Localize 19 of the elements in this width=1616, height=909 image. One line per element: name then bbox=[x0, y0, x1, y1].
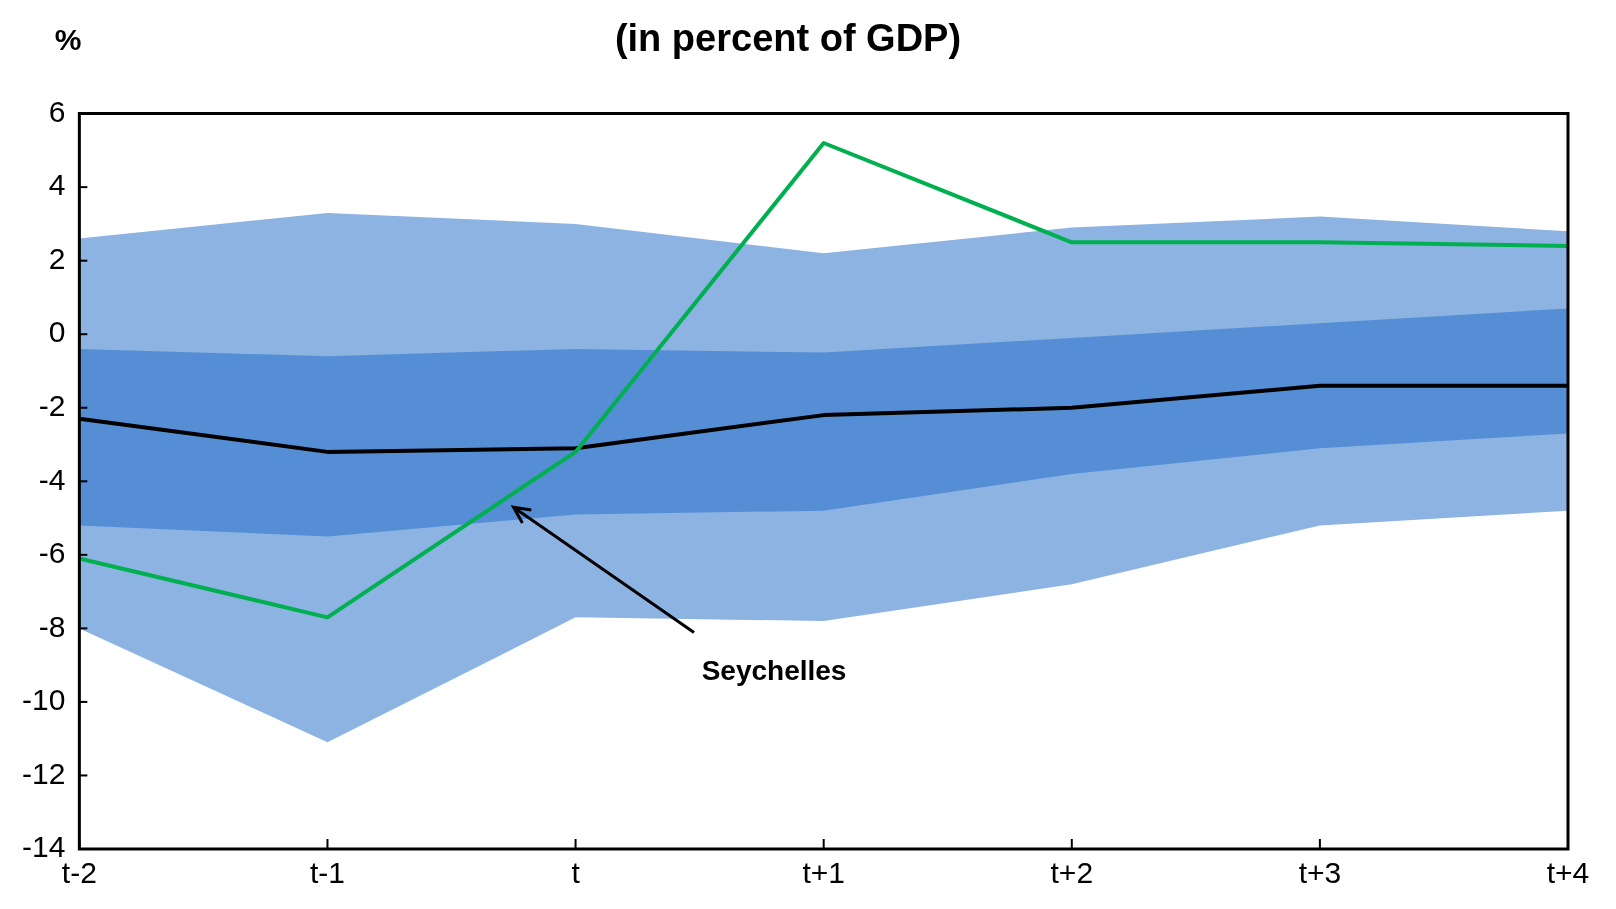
y-tick-label: 6 bbox=[48, 94, 66, 128]
chart-title: (in percent of GDP) bbox=[614, 17, 962, 60]
y-tick-label: -2 bbox=[38, 389, 66, 423]
x-tick-label: t+4 bbox=[1546, 856, 1590, 890]
y-tick-label: 2 bbox=[48, 241, 66, 275]
y-tick-label: 0 bbox=[48, 315, 66, 349]
x-tick-label: t+1 bbox=[802, 856, 845, 890]
y-tick-label: -8 bbox=[38, 609, 66, 643]
y-axis-title: % bbox=[54, 23, 82, 56]
y-tick-label: -4 bbox=[38, 462, 66, 496]
x-tick-label: t+2 bbox=[1050, 856, 1094, 890]
y-tick-label: -6 bbox=[38, 536, 66, 570]
y-tick-label: -10 bbox=[22, 683, 66, 717]
text: Seychelles bbox=[701, 655, 847, 687]
y-tick-label: 4 bbox=[48, 168, 66, 202]
y-tick-label: -12 bbox=[22, 756, 66, 790]
x-tick-label: t-1 bbox=[309, 856, 345, 890]
x-tick-label: t+3 bbox=[1298, 856, 1342, 890]
x-tick-label: t bbox=[571, 856, 581, 890]
